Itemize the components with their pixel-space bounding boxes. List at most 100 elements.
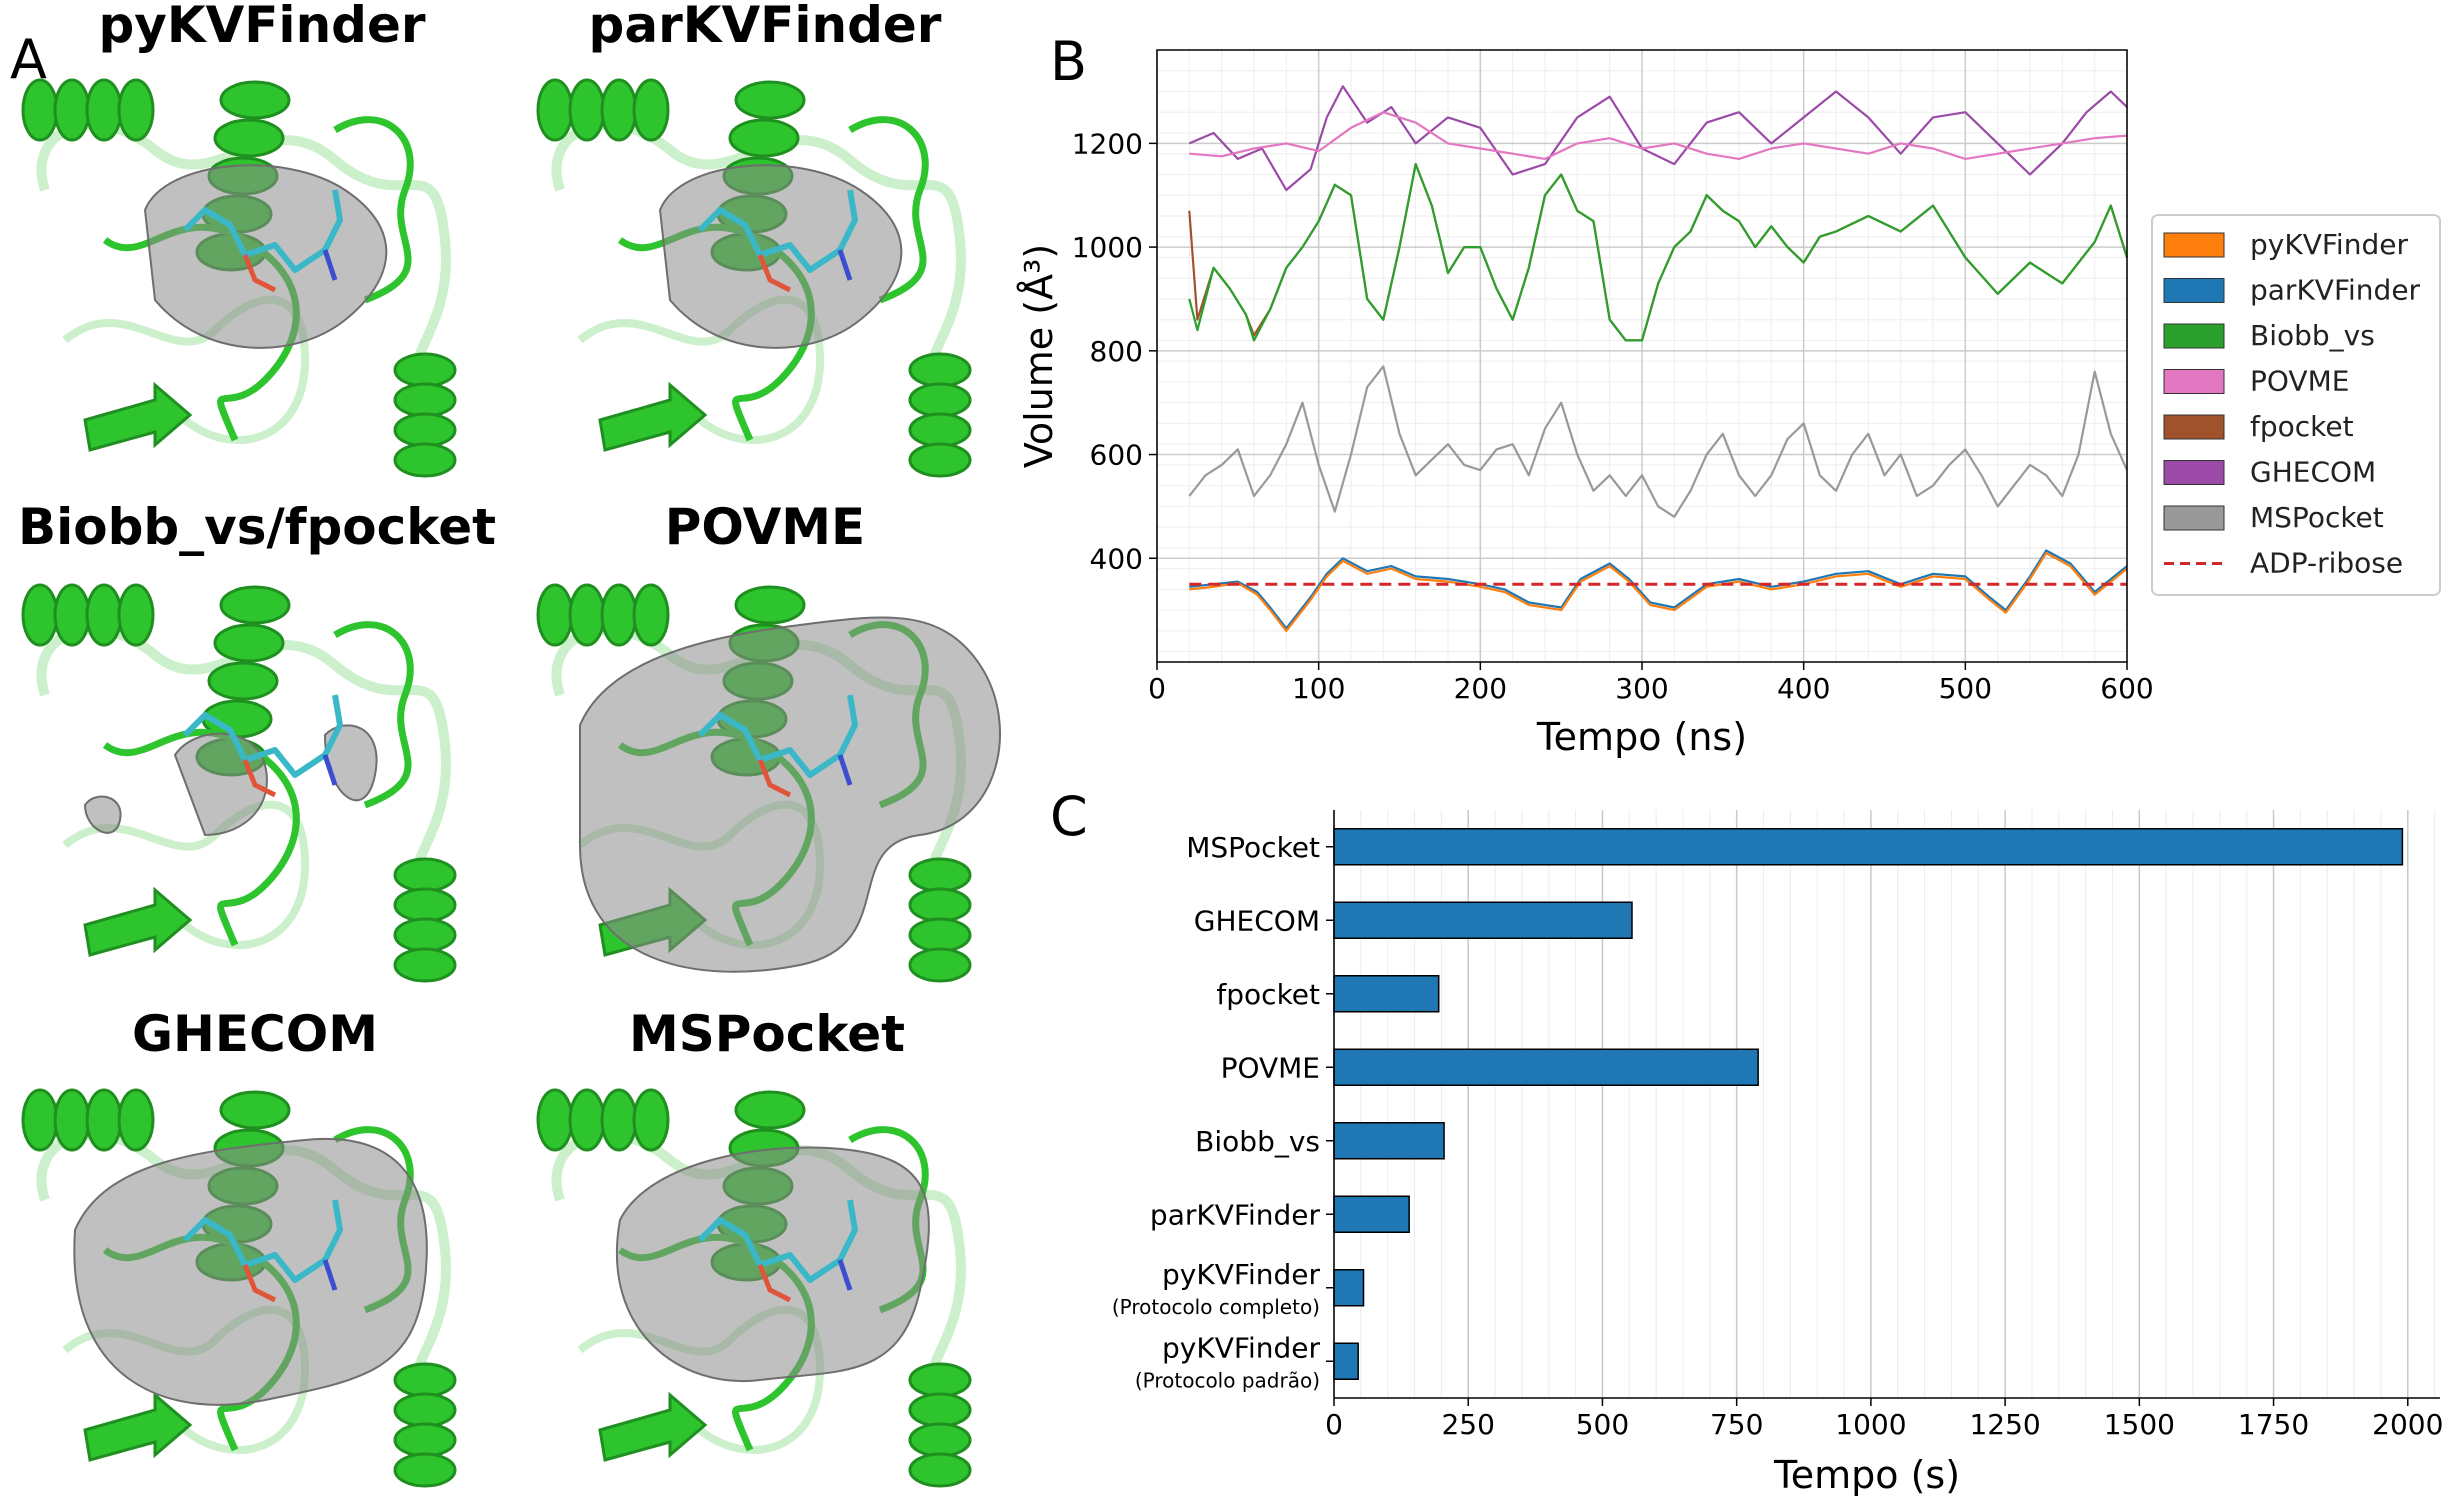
helix-turn <box>908 947 972 983</box>
ligand-sticks <box>182 189 343 273</box>
title-povme: POVME <box>664 498 866 556</box>
helix-turn <box>53 1088 91 1152</box>
helix-turn <box>600 1088 638 1152</box>
category-label: GHECOM <box>1194 904 1320 937</box>
ligand-sticks <box>242 1264 277 1303</box>
helix-turn <box>600 583 638 647</box>
series-line-povme <box>1189 111 2128 160</box>
protein-structures <box>21 78 1001 1488</box>
protein-cartoon-3 <box>21 583 457 983</box>
bar-ghecom <box>1333 901 1633 939</box>
ligand-sticks <box>697 189 858 273</box>
ligand-sticks <box>182 1199 343 1283</box>
ligand-sticks <box>757 254 792 293</box>
protein-cartoon-2 <box>536 78 972 478</box>
legend-box <box>2151 214 2441 596</box>
legend-label: parKVFinder <box>2250 274 2421 307</box>
protein-cartoon-6 <box>536 1088 972 1488</box>
x-tick-label: 1250 <box>1969 1408 2040 1441</box>
series-line-parkvfinder <box>1189 549 2128 630</box>
x-tick-label: 500 <box>1576 1408 1629 1441</box>
helix-turn <box>21 78 59 142</box>
bar-parkvfinder <box>1333 1195 1410 1233</box>
helix-turn <box>53 78 91 142</box>
helix-turn <box>393 1452 457 1488</box>
title-mspocket: MSPocket <box>628 1005 906 1063</box>
legend-swatch <box>2163 278 2225 303</box>
category-label: pyKVFinder <box>1162 1331 1320 1364</box>
helix-turn <box>393 857 457 893</box>
ligand-sticks <box>242 759 277 798</box>
legend-label: Biobb_vs <box>2250 319 2375 352</box>
helix-turn <box>85 583 123 647</box>
bar-fpocket <box>1333 975 1440 1013</box>
helix-turn <box>85 1088 123 1152</box>
x-tick-label: 400 <box>1777 672 1830 705</box>
helix-turn <box>536 1088 574 1152</box>
helix-turn <box>600 78 638 142</box>
bar-pykvfinder-7 <box>1333 1342 1359 1380</box>
helix-turn <box>393 947 457 983</box>
helix-turn <box>908 1392 972 1428</box>
plot-frame <box>1156 49 2128 663</box>
panel-c-letter: C <box>1050 785 1088 848</box>
legend-swatch <box>2163 232 2225 258</box>
helix-turn <box>219 585 291 625</box>
protein-cartoon-5 <box>21 1088 457 1488</box>
helix-turn <box>393 917 457 953</box>
cavity-surface <box>658 164 903 349</box>
legend-label: pyKVFinder <box>2250 228 2408 261</box>
category-sublabel: (Protocolo padrão) <box>1135 1368 1320 1392</box>
helix-turn <box>21 1088 59 1152</box>
helix-turn <box>219 80 291 120</box>
helix-turn <box>536 583 574 647</box>
loop <box>848 116 929 304</box>
helix-turn <box>219 1090 291 1130</box>
helix-turn <box>908 857 972 893</box>
series-line-mspocket <box>1188 365 2129 518</box>
helix-turn <box>734 585 806 625</box>
legend-label: MSPocket <box>2250 501 2384 534</box>
helix-turn <box>393 382 457 418</box>
ligand-sticks <box>182 694 343 778</box>
series-line-fpocket <box>1188 163 2129 342</box>
series-line-biobb_vs <box>1188 163 2129 342</box>
helix-turn <box>53 583 91 647</box>
category-label: fpocket <box>1216 978 1320 1011</box>
helix-turn <box>908 887 972 923</box>
series-line-ghecom <box>1188 85 2128 192</box>
helix-turn <box>908 917 972 953</box>
ligand-sticks <box>697 694 858 778</box>
helix-turn <box>734 80 806 120</box>
beta-strand <box>83 381 193 452</box>
ligand-sticks <box>757 1264 792 1303</box>
ligand-sticks <box>837 1259 853 1291</box>
bar-pykvfinder-6 <box>1333 1269 1365 1307</box>
legend-label: POVME <box>2250 365 2349 398</box>
helix-turn <box>117 78 155 142</box>
legend-label: fpocket <box>2250 410 2354 443</box>
helix-turn <box>908 1452 972 1488</box>
helix-turn <box>393 412 457 448</box>
ligand-sticks <box>697 1199 858 1283</box>
helix-turn <box>393 442 457 478</box>
helix-turn <box>632 583 670 647</box>
y-tick-label: 800 <box>1090 335 1143 368</box>
x-tick-label: 100 <box>1292 672 1345 705</box>
beta-strand <box>598 381 708 452</box>
category-label: parKVFinder <box>1150 1198 1321 1231</box>
bar-povme <box>1333 1048 1759 1086</box>
cavity-surface <box>615 1146 930 1383</box>
loop <box>333 116 414 304</box>
title-biobb-fpocket: Biobb_vs/fpocket <box>17 498 497 556</box>
ligand-sticks <box>757 759 792 798</box>
helix-turn <box>536 78 574 142</box>
legend-swatch <box>2163 414 2225 440</box>
helix-turn <box>568 583 606 647</box>
category-label: MSPocket <box>1186 831 1320 864</box>
helix-turn <box>117 583 155 647</box>
panel-b-letter: B <box>1050 30 1088 93</box>
legend-label: GHECOM <box>2250 456 2376 489</box>
cavity-surface <box>73 1137 428 1406</box>
x-tick-label: 300 <box>1615 672 1668 705</box>
